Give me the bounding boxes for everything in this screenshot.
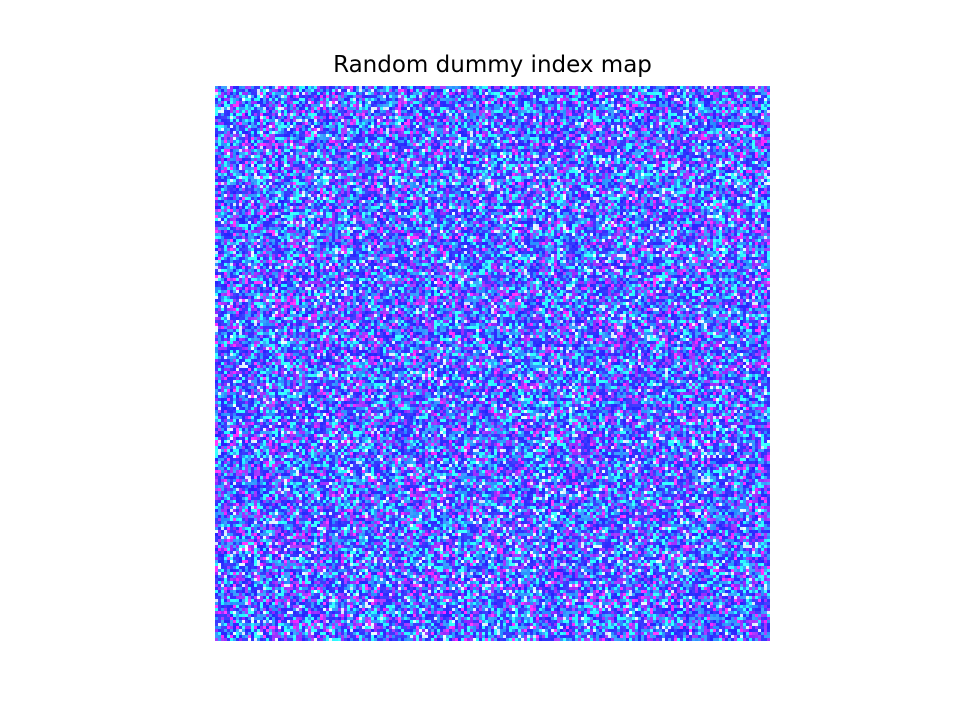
heatmap-image	[215, 86, 770, 641]
chart-title: Random dummy index map	[333, 52, 652, 78]
heatmap-canvas	[215, 86, 770, 641]
